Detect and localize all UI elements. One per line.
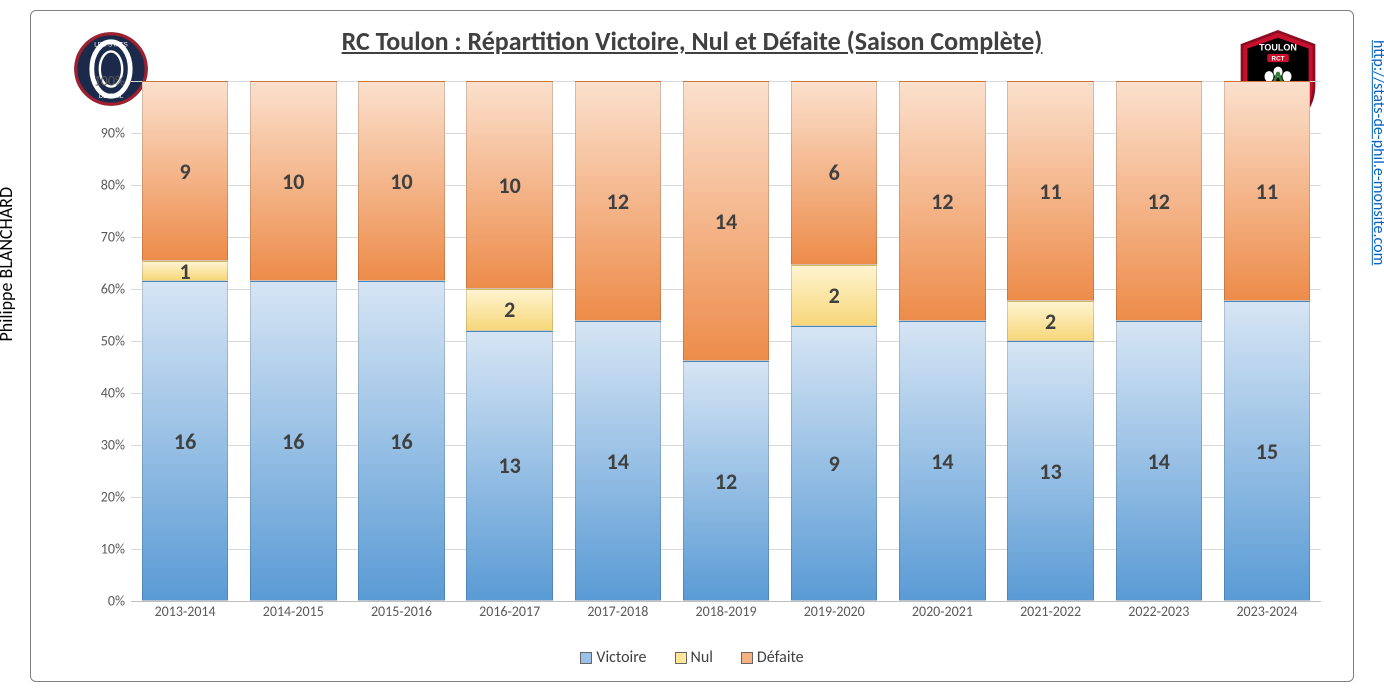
bar-segment-victoire: 13 — [466, 331, 553, 601]
bar: 926 — [791, 81, 878, 601]
swatch-defaite — [741, 652, 753, 664]
bar-segment-défaite: 11 — [1224, 81, 1311, 301]
bar-slot: 1412 — [564, 81, 672, 601]
y-tick: 30% — [85, 437, 125, 454]
bar-segment-défaite: 11 — [1007, 81, 1094, 301]
bar-segment-victoire: 16 — [250, 281, 337, 601]
legend-item-victoire: Victoire — [580, 648, 646, 667]
legend-item-nul: Nul — [675, 648, 713, 667]
bar-segment-défaite: 12 — [575, 81, 662, 321]
bar-slot: 1214 — [672, 81, 780, 601]
bar: 13210 — [466, 81, 553, 601]
y-tick: 70% — [85, 229, 125, 246]
source-url-link[interactable]: http://stats-de-phil.e-monsite.com — [1369, 40, 1384, 265]
y-tick: 100% — [85, 73, 125, 90]
x-tick: 2019-2020 — [780, 603, 888, 629]
bar-segment-défaite: 6 — [791, 81, 878, 265]
y-tick: 60% — [85, 281, 125, 298]
y-tick: 20% — [85, 489, 125, 506]
bars-wrap: 1619161016101321014121214926141213211141… — [131, 81, 1321, 601]
y-tick: 0% — [85, 593, 125, 610]
bar-segment-défaite: 10 — [466, 81, 553, 289]
bar: 1511 — [1224, 81, 1311, 601]
bar-segment-victoire: 9 — [791, 326, 878, 601]
svg-text:LES STATS: LES STATS — [94, 42, 128, 49]
x-tick: 2021-2022 — [997, 603, 1105, 629]
x-tick: 2020-2021 — [888, 603, 996, 629]
bar: 1412 — [575, 81, 662, 601]
author-label: Philippe BLANCHARD — [0, 187, 17, 342]
y-tick: 90% — [85, 125, 125, 142]
bar: 1412 — [899, 81, 986, 601]
y-tick: 40% — [85, 385, 125, 402]
bar: 1610 — [358, 81, 445, 601]
x-axis-line — [131, 601, 1321, 602]
bar-segment-victoire: 16 — [358, 281, 445, 601]
x-tick: 2017-2018 — [564, 603, 672, 629]
bar-slot: 1511 — [1213, 81, 1321, 601]
bar-slot: 1412 — [1105, 81, 1213, 601]
bar-slot: 926 — [780, 81, 888, 601]
x-tick: 2023-2024 — [1213, 603, 1321, 629]
bar: 13211 — [1007, 81, 1094, 601]
y-tick: 10% — [85, 541, 125, 558]
bar-segment-victoire: 13 — [1007, 341, 1094, 601]
bar-segment-défaite: 10 — [250, 81, 337, 281]
bar-slot: 1412 — [888, 81, 996, 601]
bar-segment-victoire: 14 — [575, 321, 662, 601]
bar: 1610 — [250, 81, 337, 601]
bar-segment-nul: 2 — [791, 265, 878, 326]
x-axis: 2013-20142014-20152015-20162016-20172017… — [131, 603, 1321, 629]
svg-text:TOULON: TOULON — [1259, 42, 1297, 52]
y-tick: 50% — [85, 333, 125, 350]
x-tick: 2015-2016 — [347, 603, 455, 629]
x-tick: 2018-2019 — [672, 603, 780, 629]
bar-segment-défaite: 12 — [1116, 81, 1203, 321]
bar-segment-victoire: 15 — [1224, 301, 1311, 601]
legend-item-defaite: Défaite — [741, 648, 804, 667]
bar-slot: 13210 — [456, 81, 564, 601]
bar-segment-nul: 2 — [466, 289, 553, 331]
chart-frame: RC Toulon : Répartition Victoire, Nul et… — [30, 10, 1354, 682]
x-tick: 2022-2023 — [1105, 603, 1213, 629]
bar: 1214 — [683, 81, 770, 601]
bar-segment-victoire: 16 — [142, 281, 229, 601]
bar-segment-victoire: 12 — [683, 361, 770, 601]
bar: 1412 — [1116, 81, 1203, 601]
chart-title: RC Toulon : Répartition Victoire, Nul et… — [31, 25, 1353, 57]
bar-slot: 1610 — [347, 81, 455, 601]
legend-label-defaite: Défaite — [757, 648, 804, 667]
bar-segment-défaite: 14 — [683, 81, 770, 361]
bar-segment-nul: 2 — [1007, 301, 1094, 341]
bar-segment-victoire: 14 — [1116, 321, 1203, 601]
svg-text:RCT: RCT — [1272, 55, 1285, 62]
bar-segment-défaite: 10 — [358, 81, 445, 281]
bar-segment-nul: 1 — [142, 261, 229, 281]
plot-area: 1619161016101321014121214926141213211141… — [131, 81, 1321, 601]
legend-label-nul: Nul — [691, 648, 713, 667]
x-tick: 2013-2014 — [131, 603, 239, 629]
y-tick: 80% — [85, 177, 125, 194]
swatch-victoire — [580, 652, 592, 664]
bar: 1619 — [142, 81, 229, 601]
x-tick: 2016-2017 — [456, 603, 564, 629]
bar-segment-défaite: 9 — [142, 81, 229, 261]
swatch-nul — [675, 652, 687, 664]
bar-slot: 1619 — [131, 81, 239, 601]
bar-slot: 1610 — [239, 81, 347, 601]
y-axis: 0%10%20%30%40%50%60%70%80%90%100% — [91, 81, 131, 601]
legend-label-victoire: Victoire — [596, 648, 646, 667]
bar-segment-défaite: 12 — [899, 81, 986, 321]
bar-slot: 13211 — [997, 81, 1105, 601]
bar-segment-victoire: 14 — [899, 321, 986, 601]
x-tick: 2014-2015 — [239, 603, 347, 629]
legend: Victoire Nul Défaite — [31, 648, 1353, 667]
